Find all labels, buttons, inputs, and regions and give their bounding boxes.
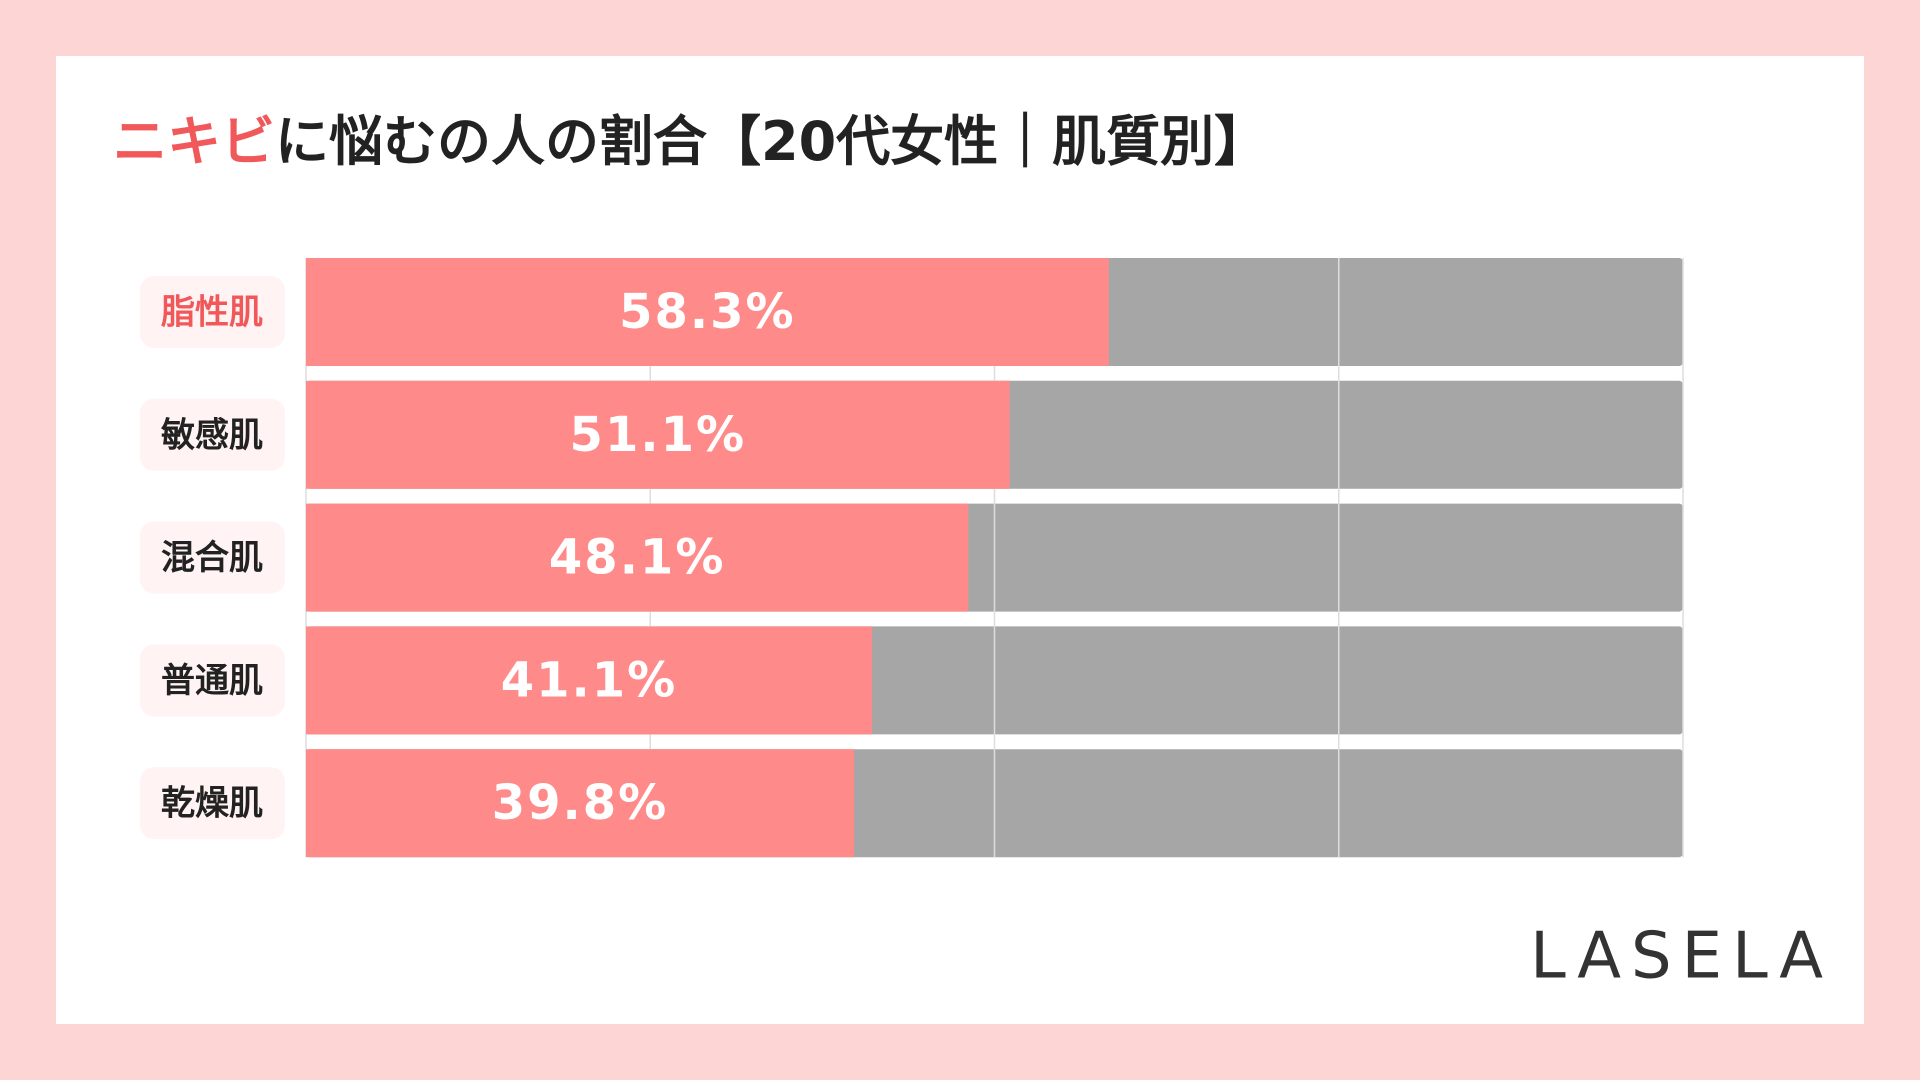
logo: LASELA <box>1530 920 1833 994</box>
label-box <box>140 767 285 840</box>
value-label: 48.1% <box>549 530 726 586</box>
value-label: 39.8% <box>492 775 669 831</box>
bar <box>306 380 1010 489</box>
bar <box>306 258 1109 366</box>
label-box <box>140 398 285 471</box>
bar <box>306 626 872 735</box>
y-tick-label: 敏感肌 <box>161 415 263 455</box>
y-tick-label: 混合肌 <box>161 538 263 578</box>
y-tick-label: 脂性肌 <box>161 293 263 333</box>
value-label: 58.3% <box>619 284 796 340</box>
y-tick-label: 普通肌 <box>161 661 263 701</box>
label-box <box>140 644 285 717</box>
y-tick-label: 乾燥肌 <box>161 784 263 824</box>
chart-title: ニキビに悩むの人の割合【20代女性｜肌質別】 <box>113 110 1268 173</box>
bar <box>306 749 855 858</box>
value-label: 41.1% <box>501 652 678 708</box>
label-box <box>140 276 285 348</box>
title-rest: に悩むの人の割合【20代女性｜肌質別】 <box>275 110 1268 173</box>
value-label: 51.1% <box>570 407 747 463</box>
title-highlight: ニキビ <box>113 110 275 173</box>
label-box <box>140 521 285 594</box>
bar <box>306 503 969 612</box>
